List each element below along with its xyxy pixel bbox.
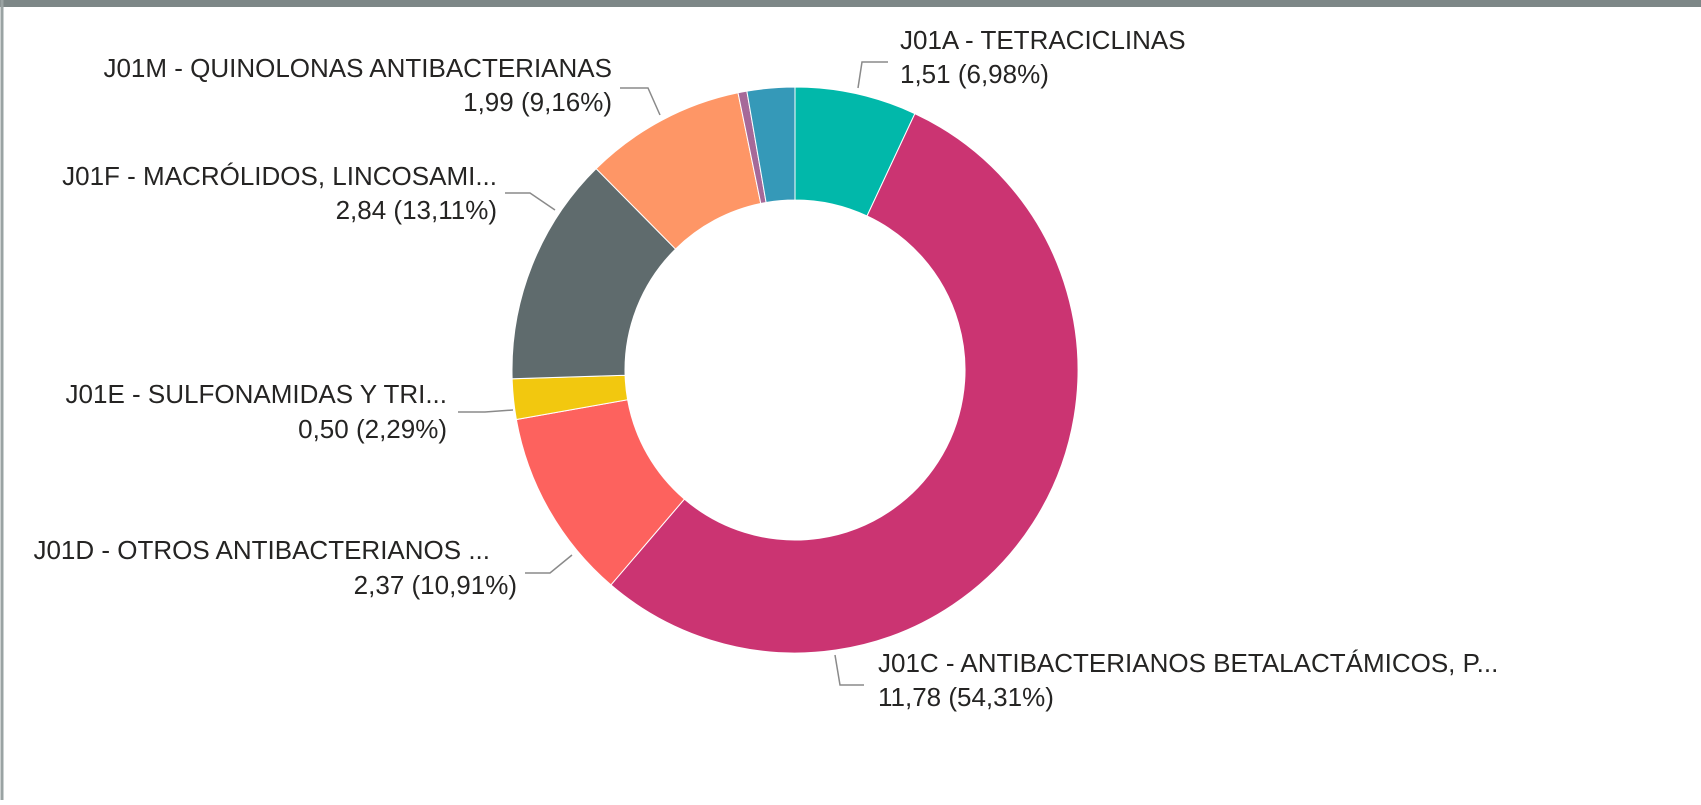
slice-label: J01E - SULFONAMIDAS Y TRI... (66, 379, 447, 409)
slice-label: J01C - ANTIBACTERIANOS BETALACTÁMICOS, P… (878, 648, 1498, 678)
leader-line (620, 87, 661, 116)
slice-label: J01M - QUINOLONAS ANTIBACTERIANAS (103, 53, 612, 83)
value-label: 11,78 (54,31%) (878, 682, 1054, 712)
value-label: 2,84 (13,11%) (336, 195, 497, 225)
slice-label: J01F - MACRÓLIDOS, LINCOSAMI... (62, 161, 497, 191)
leader-line (458, 409, 514, 413)
slice-label: J01A - TETRACICLINAS (900, 25, 1186, 55)
leader-line (857, 61, 888, 89)
value-label: 1,51 (6,98%) (900, 59, 1049, 89)
value-label: 2,37 (10,91%) (354, 570, 517, 600)
donut-slice (746, 86, 796, 204)
leader-line (525, 554, 573, 574)
top-bar (0, 0, 1701, 7)
value-label: 0,50 (2,29%) (298, 414, 447, 444)
slice-label: J01D - OTROS ANTIBACTERIANOS ... (33, 535, 490, 565)
value-label: 1,99 (9,16%) (463, 87, 612, 117)
leader-line (505, 192, 556, 211)
leader-line (834, 654, 864, 686)
donut-slice (610, 112, 1079, 654)
